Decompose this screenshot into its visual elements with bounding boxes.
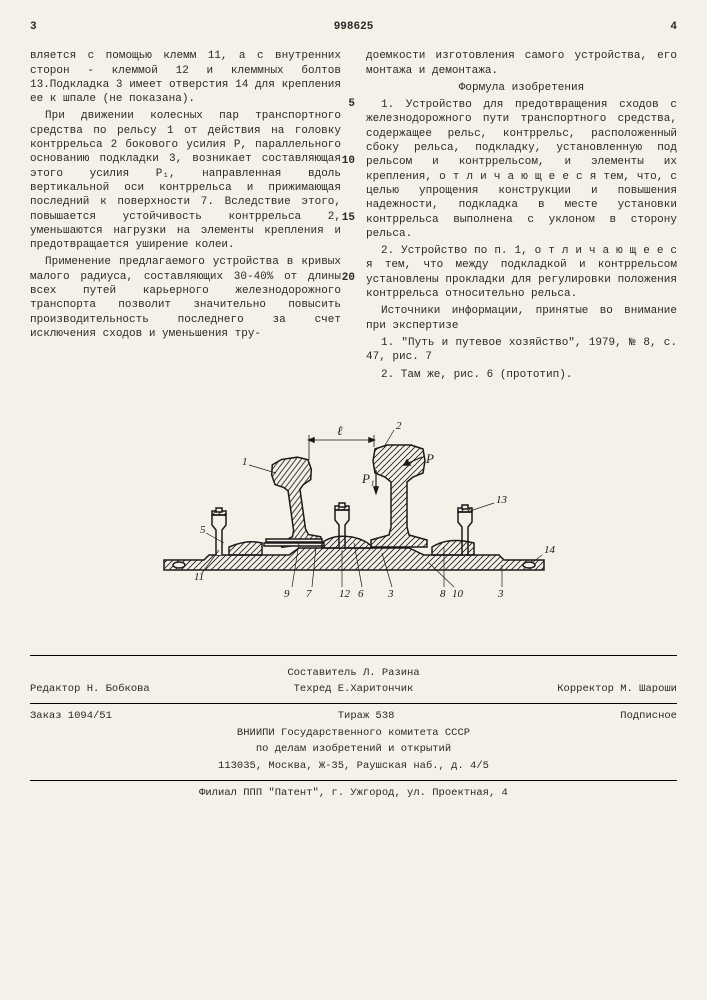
org-line-1: ВНИИПИ Государственного комитета СССР	[30, 727, 677, 741]
sources-title: Источники информации, принятые во вниман…	[366, 304, 677, 333]
label-P: P	[425, 451, 434, 466]
svg-text:8: 8	[440, 588, 446, 600]
right-column: доемкости изготовления самого устройства…	[366, 49, 677, 385]
svg-text:13: 13	[496, 494, 508, 506]
corrector: Корректор М. Шароши	[557, 683, 677, 697]
subscription: Подписное	[620, 710, 677, 724]
branch: Филиал ППП "Патент", г. Ужгород, ул. Про…	[30, 787, 677, 801]
order-num: Заказ 1094/51	[30, 710, 112, 724]
svg-text:14: 14	[544, 544, 556, 556]
svg-text:2: 2	[396, 420, 402, 432]
source-1: 1. "Путь и путевое хозяйство", 1979, № 8…	[366, 336, 677, 365]
source-2: 2. Там же, рис. 6 (прототип).	[366, 368, 677, 382]
svg-text:3: 3	[497, 588, 504, 600]
left-column: вляется с помощью клемм 11, а с внутренн…	[30, 49, 341, 385]
line-num: 5	[348, 97, 355, 111]
page-header: 3 998625 4	[30, 20, 677, 34]
text-columns: вляется с помощью клемм 11, а с внутренн…	[30, 49, 677, 385]
svg-text:1: 1	[242, 456, 248, 468]
claim-2: 2. Устройство по п. 1, о т л и ч а ю щ е…	[366, 244, 677, 301]
line-num: 20	[342, 271, 355, 285]
techred: Техред Е.Харитончик	[294, 683, 414, 697]
left-para-1: вляется с помощью клемм 11, а с внутренн…	[30, 49, 341, 106]
left-para-2: При движении колесных пар транспортного …	[30, 109, 341, 252]
svg-text:7: 7	[306, 588, 312, 600]
svg-text:11: 11	[194, 571, 204, 583]
line-num: 10	[342, 154, 355, 168]
org-line-2: по делам изобретений и открытий	[30, 743, 677, 757]
circulation: Тираж 538	[338, 710, 395, 724]
technical-diagram: ℓ P P₁ 1 2 13 11 5 9 7 12 6 3 8 10 3 14	[30, 415, 677, 615]
label-l: ℓ	[337, 423, 343, 438]
svg-text:12: 12	[339, 588, 351, 600]
page-num-right: 4	[670, 20, 677, 34]
svg-text:5: 5	[200, 524, 206, 536]
rail-diagram-svg: ℓ P P₁ 1 2 13 11 5 9 7 12 6 3 8 10 3 14	[144, 415, 564, 615]
formula-title: Формула изобретения	[366, 81, 677, 95]
compiler: Составитель Л. Разина	[30, 667, 677, 681]
left-para-3: Применение предлагаемого устройства в кр…	[30, 255, 341, 341]
imprint-footer: Составитель Л. Разина Редактор Н. Бобков…	[30, 655, 677, 800]
right-para-1: доемкости изготовления самого устройства…	[366, 49, 677, 78]
svg-text:6: 6	[358, 588, 364, 600]
label-P1: P₁	[361, 471, 374, 486]
doc-number: 998625	[334, 20, 374, 34]
line-num: 15	[342, 211, 355, 225]
page-num-left: 3	[30, 20, 37, 34]
svg-text:9: 9	[284, 588, 290, 600]
svg-text:10: 10	[452, 588, 464, 600]
svg-text:3: 3	[387, 588, 394, 600]
claim-1: 1. Устройство для предотвращения сходов …	[366, 98, 677, 241]
org-address: 113035, Москва, Ж-35, Раушская наб., д. …	[30, 760, 677, 774]
editor: Редактор Н. Бобкова	[30, 683, 150, 697]
